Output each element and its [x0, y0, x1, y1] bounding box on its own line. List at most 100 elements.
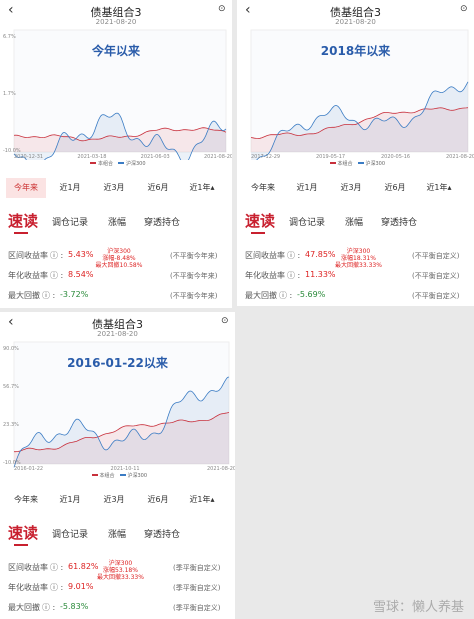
info-icon[interactable]: ⓘ :: [279, 291, 293, 300]
period-tab[interactable]: 近1年▴: [189, 183, 215, 192]
area-fill: [14, 113, 226, 160]
active-underline: [14, 232, 28, 234]
panel: ‹ ⊙ 债基组合3 2021-08-20 2016-01-22以来 90.0% 56.7% 2…: [0, 312, 235, 619]
compare-line: 最大回撤33.33%: [335, 262, 382, 269]
row-note: (季平衡自定义): [173, 604, 221, 612]
period-label: 2018年以来: [320, 44, 391, 58]
period-tab[interactable]: 近3月: [340, 183, 362, 192]
row-label: 区间收益率: [8, 563, 48, 572]
area-fill: [251, 107, 468, 152]
compare-line: 最大回撤33.33%: [97, 574, 144, 581]
target-icon[interactable]: ⊙: [218, 4, 226, 14]
section-tab[interactable]: 穿透持仓: [144, 530, 181, 540]
back-button[interactable]: ‹: [8, 314, 14, 330]
period-label: 今年以来: [91, 44, 140, 58]
x-tick-label: 2021-08-20: [207, 466, 235, 472]
row-note: (不平衡今年来): [170, 292, 218, 300]
row-label: 区间收益率: [245, 251, 285, 260]
area-fill: [251, 81, 468, 160]
period-tab[interactable]: 近1月: [59, 183, 81, 192]
legend-swatch: [91, 474, 98, 476]
y-tick-label: -10.0%: [3, 460, 21, 466]
section-tab[interactable]: 速读: [8, 212, 39, 230]
section-tab[interactable]: 涨幅: [345, 218, 364, 228]
section-tab[interactable]: 穿透持仓: [144, 218, 181, 228]
period-tab[interactable]: 近6月: [384, 183, 406, 192]
y-tick-label: 6.7%: [3, 34, 16, 40]
chart: [13, 341, 230, 468]
info-icon[interactable]: ⓘ :: [50, 251, 64, 260]
back-button[interactable]: ‹: [8, 2, 14, 18]
row-note: (不平衡自定义): [412, 272, 460, 280]
period-tab[interactable]: 近1年▴: [189, 495, 215, 504]
section-tab[interactable]: 速读: [245, 212, 276, 230]
legend-swatch: [357, 162, 364, 164]
area-fill: [14, 377, 229, 468]
period-tab[interactable]: 近1月: [59, 495, 81, 504]
watermark: 雪球：懒人养基: [372, 600, 464, 615]
plot-area: [13, 29, 227, 153]
plot-area: [13, 341, 230, 465]
period-tab[interactable]: 近3月: [103, 183, 125, 192]
period-tab[interactable]: 近6月: [147, 495, 169, 504]
info-icon[interactable]: ⓘ :: [50, 271, 64, 280]
period-tab[interactable]: 今年来: [251, 183, 275, 192]
row-value: 61.82%: [68, 562, 99, 571]
x-tick-label: 2020-05-16: [381, 154, 411, 160]
section-tab[interactable]: 涨幅: [108, 218, 127, 228]
period-tab[interactable]: 近6月: [147, 183, 169, 192]
compare-line: 沪深300: [108, 560, 133, 567]
row-label: 最大回撤: [8, 603, 40, 612]
y-tick-label: -10.0%: [3, 148, 21, 154]
period-tab[interactable]: 今年来: [14, 495, 38, 504]
row-value: -5.69%: [297, 290, 326, 299]
x-tick-label: 2020-12-31: [14, 154, 44, 160]
section-tab[interactable]: 调仓记录: [52, 530, 89, 540]
index-line: [13, 112, 227, 160]
info-icon[interactable]: ⓘ :: [287, 251, 301, 260]
legend-swatch: [90, 162, 96, 164]
row-note: (不平衡自定义): [412, 292, 460, 300]
target-icon[interactable]: ⊙: [460, 4, 468, 14]
date: 2021-08-20: [95, 18, 137, 26]
title: 债基组合3: [330, 6, 381, 19]
section-tab[interactable]: 穿透持仓: [381, 218, 418, 228]
period-tab[interactable]: 近1月: [296, 183, 318, 192]
section-tab[interactable]: 速读: [8, 524, 39, 542]
chart: [13, 29, 227, 160]
compare-line: 最大回撤10.58%: [95, 262, 143, 269]
info-icon[interactable]: ⓘ :: [50, 583, 64, 592]
target-icon[interactable]: ⊙: [221, 316, 229, 326]
info-icon[interactable]: ⓘ :: [42, 291, 56, 300]
section-tab[interactable]: 调仓记录: [52, 218, 89, 228]
legend-swatch: [329, 162, 336, 164]
section-tab[interactable]: 调仓记录: [289, 218, 326, 228]
period-tab[interactable]: 今年来: [6, 178, 46, 198]
x-tick-label: 2016-01-22: [14, 466, 44, 472]
x-tick-label: 2019-05-17: [316, 154, 346, 160]
legend-label: 沪深300: [126, 161, 146, 167]
row-note: (季平衡自定义): [173, 584, 221, 592]
portfolio-line: [250, 107, 469, 139]
info-icon[interactable]: ⓘ :: [287, 271, 301, 280]
row-note: (不平衡今年来): [170, 272, 218, 280]
back-button[interactable]: ‹: [245, 2, 251, 18]
x-tick-label: 2021-10-11: [110, 466, 140, 472]
legend-label: 沪深300: [127, 473, 148, 479]
portfolio-line: [14, 412, 230, 453]
row-value: 47.85%: [305, 250, 336, 259]
compare-line: 涨幅53.18%: [103, 567, 138, 574]
info-icon[interactable]: ⓘ :: [50, 563, 64, 572]
row-note: (季平衡自定义): [173, 564, 221, 572]
index-compare: 沪深300 涨幅-8.48% 最大回撤10.58%: [86, 248, 152, 269]
row-note: (不平衡今年来): [170, 252, 218, 260]
info-icon[interactable]: ⓘ :: [42, 603, 56, 612]
row-label: 年化收益率: [8, 583, 48, 592]
period-tab[interactable]: 近1年▴: [426, 183, 452, 192]
date: 2021-08-20: [335, 18, 376, 26]
period-tab[interactable]: 近3月: [103, 495, 125, 504]
row-label: 最大回撤: [245, 291, 277, 300]
section-tab[interactable]: 涨幅: [108, 530, 127, 540]
x-tick-label: 2021-08-20: [204, 154, 232, 160]
row-value: -3.72%: [60, 290, 89, 299]
